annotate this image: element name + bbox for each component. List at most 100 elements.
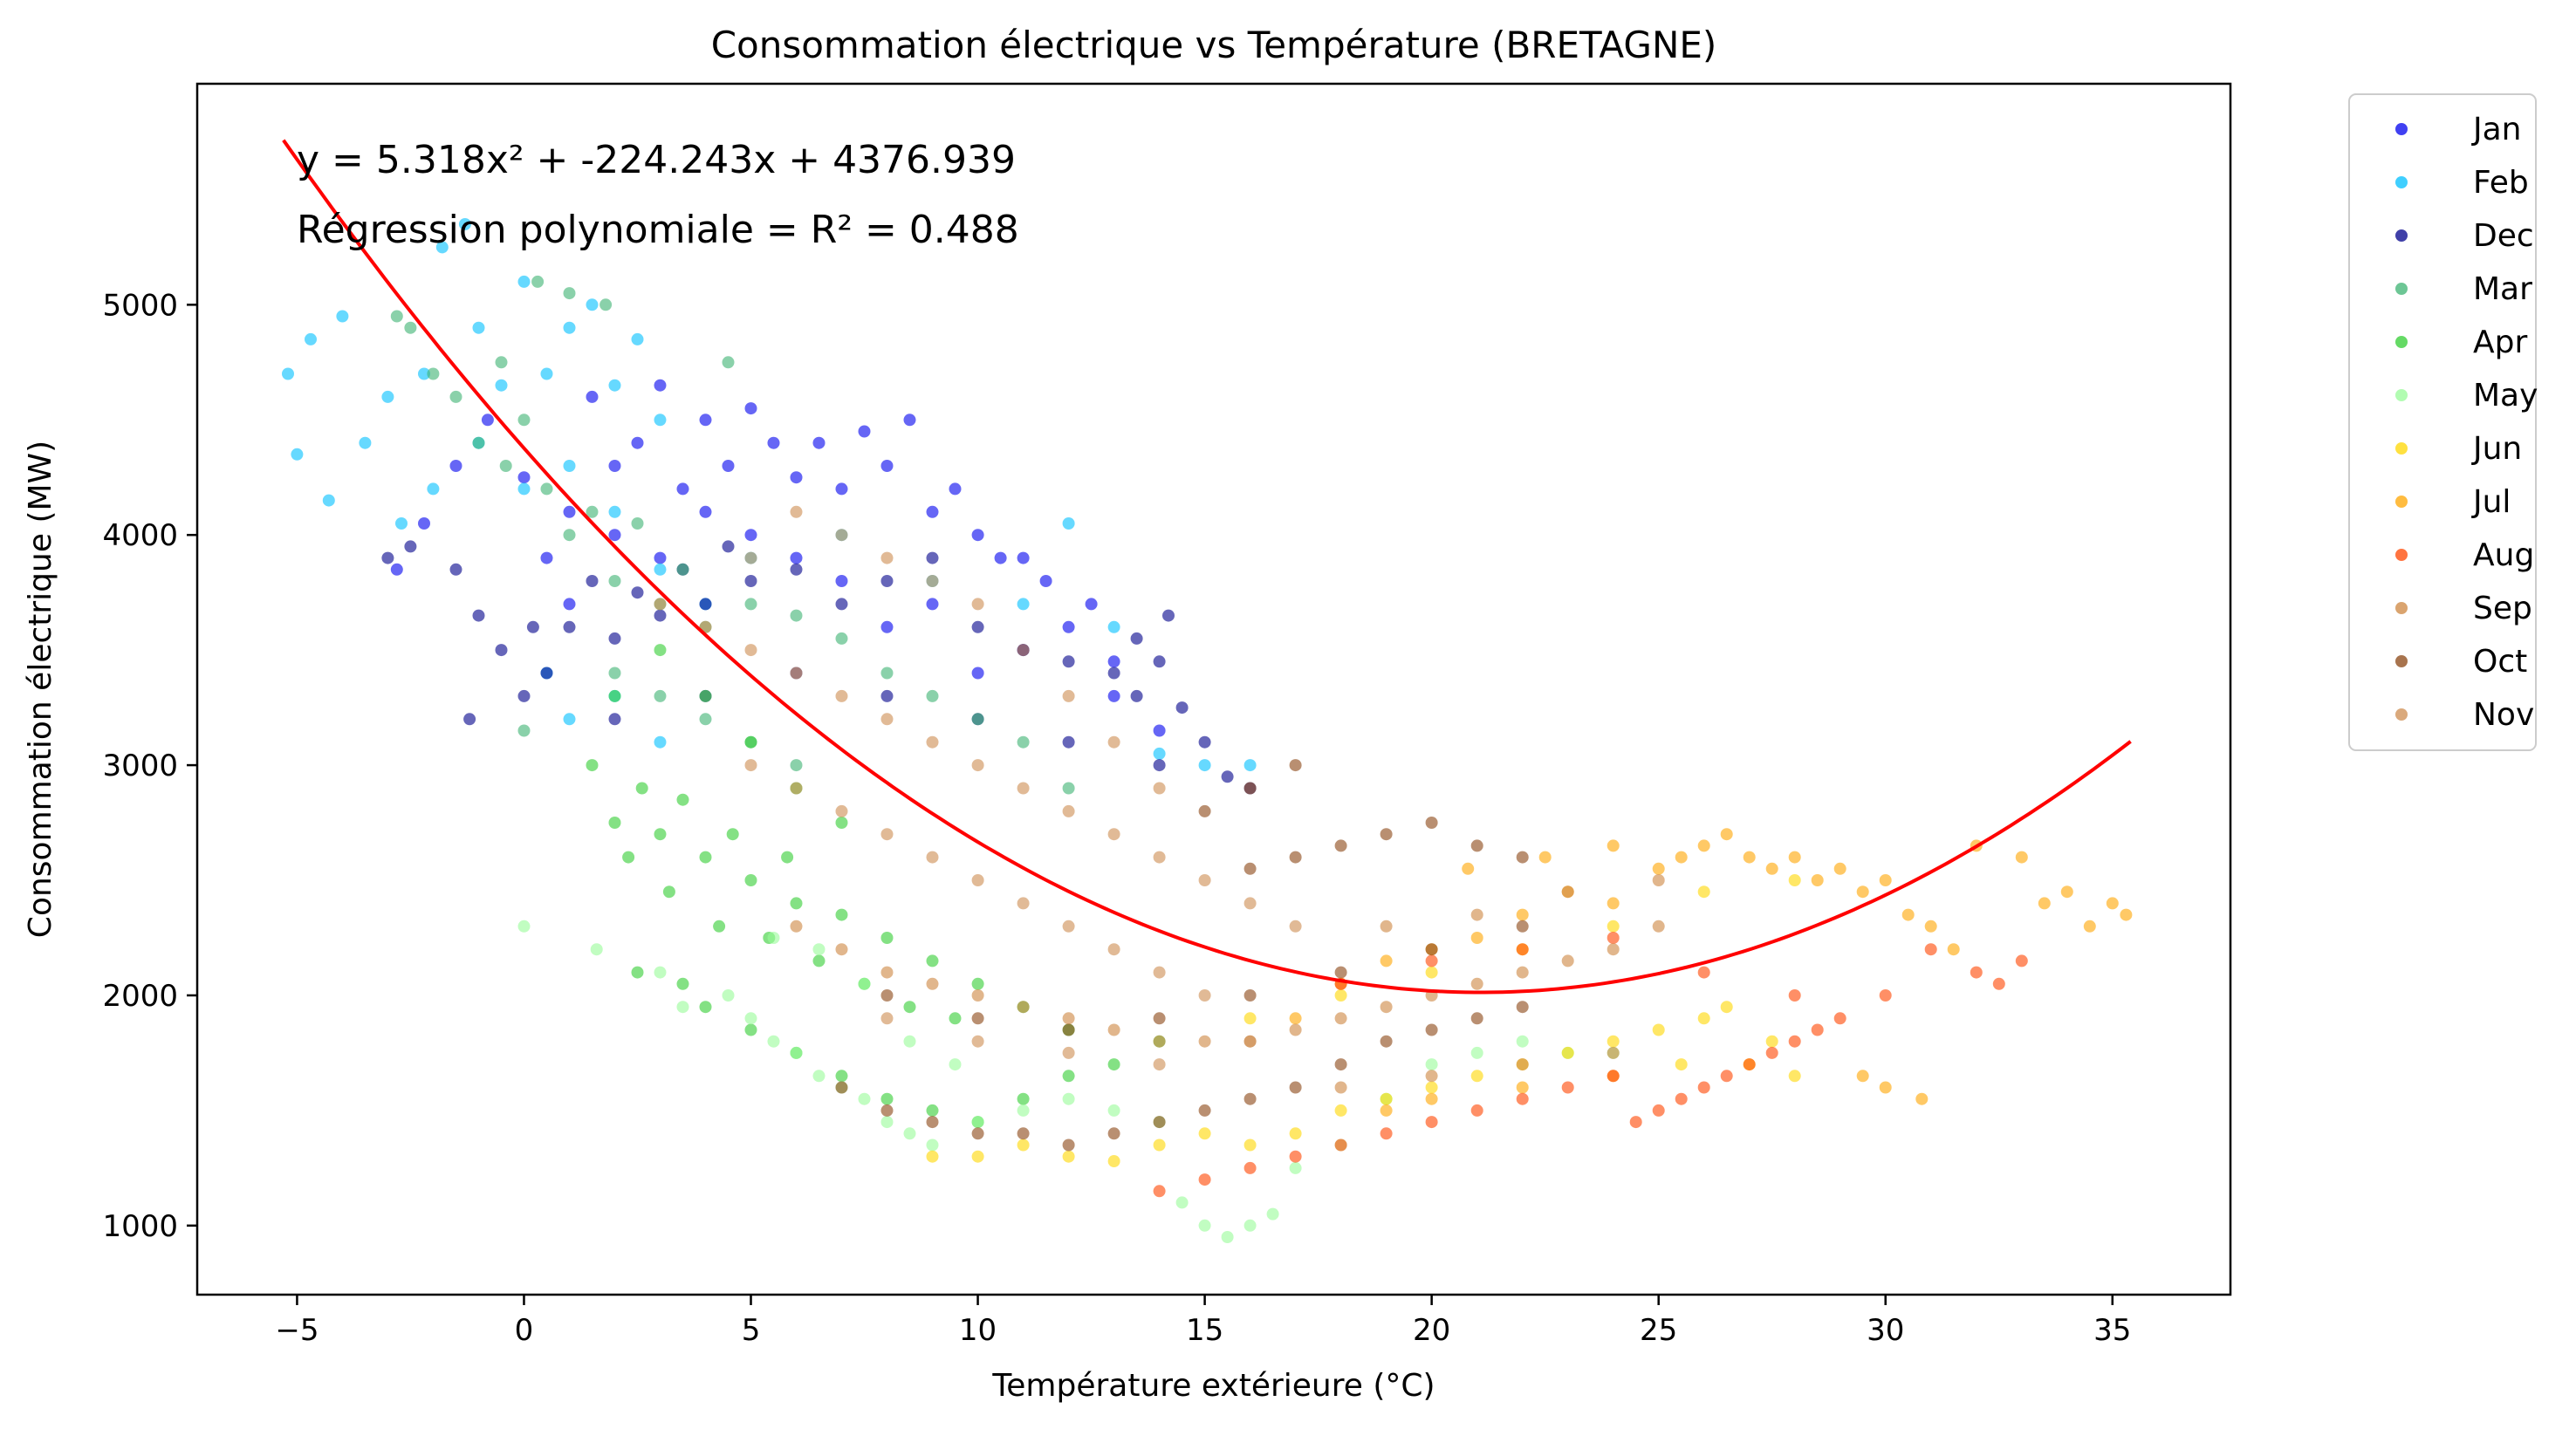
point-feb (495, 379, 508, 392)
point-jan (835, 575, 848, 587)
point-apr (586, 759, 599, 772)
point-nov (1153, 966, 1166, 979)
point-feb (563, 713, 576, 726)
point-jan (517, 471, 531, 484)
point-dec (1153, 655, 1166, 668)
point-jul (1380, 954, 1393, 967)
point-apr (744, 874, 757, 886)
point-dec (586, 575, 599, 587)
point-feb (1107, 620, 1120, 633)
x-tick-label: 15 (1186, 1313, 1223, 1348)
point-sep (1153, 1035, 1166, 1048)
point-jan (903, 414, 916, 427)
point-dec (1175, 701, 1189, 714)
point-nov (744, 644, 757, 657)
point-dec (880, 689, 894, 702)
point-sep (1107, 1023, 1120, 1036)
point-oct (1516, 1001, 1529, 1014)
point-aug (1629, 1116, 1642, 1129)
point-jul (1380, 1104, 1393, 1117)
point-jan (699, 505, 712, 518)
point-oct (971, 1012, 984, 1025)
legend-label-jan: Jan (2471, 112, 2522, 147)
point-jan (880, 620, 894, 633)
legend-label-dec: Dec (2473, 218, 2534, 254)
point-oct (1425, 817, 1438, 829)
point-nov (880, 551, 894, 564)
point-nov (1062, 1046, 1075, 1059)
point-sep (1561, 885, 1574, 899)
point-feb (381, 390, 394, 403)
point-jun (1425, 1081, 1438, 1094)
point-may (1198, 1219, 1211, 1232)
point-oct (1153, 1012, 1166, 1025)
point-oct (1334, 966, 1347, 979)
point-jan (563, 598, 576, 611)
point-sep (1198, 1035, 1211, 1048)
point-jun (1765, 1035, 1778, 1048)
point-mar (926, 689, 939, 702)
point-sep (1516, 1058, 1529, 1071)
point-feb (282, 367, 294, 380)
point-jun (1697, 885, 1710, 899)
point-oct (1334, 1058, 1347, 1071)
point-mar (390, 310, 403, 323)
point-jan (654, 551, 667, 564)
point-aug (1607, 932, 1620, 944)
legend-marker-feb (2395, 176, 2408, 188)
point-apr (949, 1012, 962, 1025)
point-may (790, 1046, 803, 1059)
point-may (1470, 1046, 1483, 1059)
point-may (767, 1035, 780, 1048)
point-sep (1470, 908, 1483, 921)
point-aug (1607, 1070, 1620, 1083)
point-feb (435, 241, 449, 254)
point-mar (608, 667, 621, 680)
point-jul (1607, 897, 1620, 910)
point-aug (1516, 1092, 1529, 1105)
point-aug (1992, 977, 2005, 990)
point-jul (2106, 897, 2119, 910)
point-nov (790, 667, 803, 680)
point-mar (531, 275, 545, 288)
point-apr (744, 735, 757, 749)
point-apr (744, 1023, 757, 1036)
point-aug (1788, 1035, 1801, 1048)
point-nov (1107, 735, 1120, 749)
point-may (812, 1070, 826, 1083)
point-jun (1425, 966, 1438, 979)
point-mar (676, 563, 689, 576)
point-jan (971, 667, 984, 680)
point-mar (835, 632, 848, 645)
point-aug (1198, 1173, 1211, 1186)
point-jul (1856, 1070, 1869, 1083)
point-jan (744, 402, 757, 415)
legend-label-nov: Nov (2473, 697, 2534, 733)
point-aug (2015, 954, 2028, 967)
point-mar (971, 713, 984, 726)
point-apr (835, 1070, 848, 1083)
point-feb (359, 436, 372, 449)
point-aug (1470, 1104, 1483, 1117)
point-jan (418, 517, 430, 530)
point-feb (654, 735, 667, 749)
point-feb (305, 332, 317, 345)
chart-title: Consommation électrique vs Température (… (711, 24, 1717, 66)
point-sep (1289, 1023, 1302, 1036)
point-nov (880, 713, 894, 726)
point-dec (608, 632, 621, 645)
point-mar (472, 436, 485, 449)
point-oct (1243, 862, 1257, 875)
point-may (880, 1116, 894, 1129)
point-nov (744, 551, 757, 564)
point-feb (395, 517, 408, 530)
point-oct (926, 1116, 939, 1129)
point-nov (880, 1012, 894, 1025)
y-axis-label: Consommation électrique (MW) (23, 441, 58, 938)
point-jun (1243, 1012, 1257, 1025)
point-dec (1062, 655, 1075, 668)
point-dec (608, 713, 621, 726)
point-jan (608, 460, 621, 472)
point-jul (1879, 874, 1892, 886)
point-jan (767, 436, 780, 449)
